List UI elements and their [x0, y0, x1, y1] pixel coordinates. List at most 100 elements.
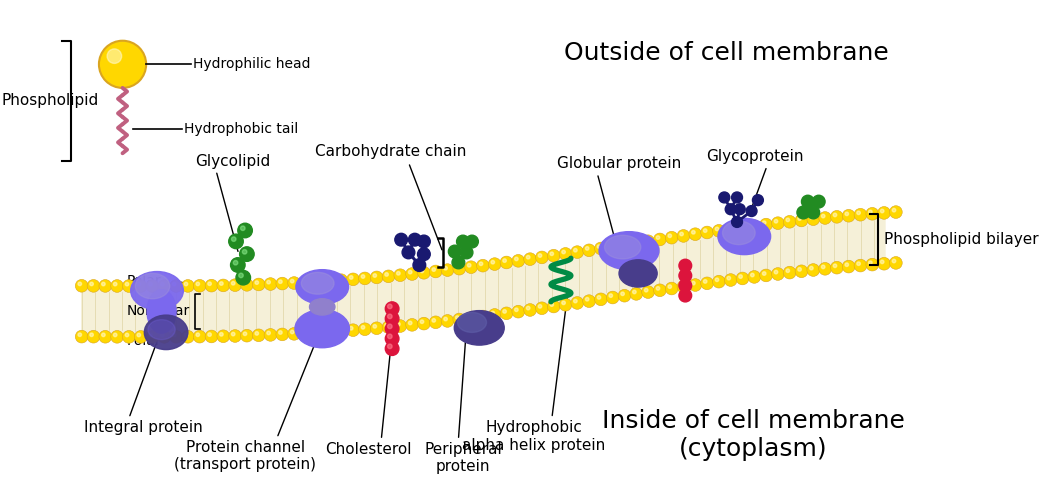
- Circle shape: [464, 312, 477, 324]
- Circle shape: [689, 228, 702, 240]
- Circle shape: [772, 217, 784, 230]
- Circle shape: [194, 280, 206, 292]
- Circle shape: [456, 265, 459, 268]
- Circle shape: [385, 322, 399, 336]
- Circle shape: [536, 251, 548, 264]
- Circle shape: [748, 270, 760, 283]
- Circle shape: [241, 330, 253, 342]
- Circle shape: [349, 276, 353, 279]
- Circle shape: [75, 280, 88, 292]
- Circle shape: [173, 282, 176, 286]
- Circle shape: [244, 281, 247, 284]
- Circle shape: [751, 222, 754, 226]
- Circle shape: [783, 266, 796, 279]
- Circle shape: [774, 220, 778, 223]
- Circle shape: [748, 220, 760, 232]
- Circle shape: [99, 40, 146, 88]
- Circle shape: [759, 269, 772, 282]
- Circle shape: [831, 262, 843, 274]
- Circle shape: [679, 289, 691, 302]
- Circle shape: [370, 322, 383, 334]
- Circle shape: [134, 330, 147, 344]
- Text: Glycoprotein: Glycoprotein: [706, 149, 804, 164]
- Text: Hydrophobic
alpha helix protein: Hydrophobic alpha helix protein: [462, 420, 606, 452]
- Circle shape: [338, 276, 341, 280]
- Circle shape: [359, 272, 371, 285]
- Text: Nonpolar: Nonpolar: [127, 304, 190, 318]
- Circle shape: [736, 222, 749, 234]
- Circle shape: [396, 322, 401, 326]
- Circle shape: [701, 277, 713, 289]
- Text: Phospholipid bilayer: Phospholipid bilayer: [884, 232, 1039, 247]
- Circle shape: [892, 259, 895, 263]
- Circle shape: [101, 333, 106, 336]
- Circle shape: [299, 276, 313, 289]
- Circle shape: [821, 265, 825, 268]
- Circle shape: [701, 226, 713, 239]
- Circle shape: [278, 330, 282, 334]
- Circle shape: [712, 276, 725, 288]
- Ellipse shape: [295, 310, 349, 348]
- Circle shape: [323, 326, 336, 338]
- Circle shape: [795, 265, 808, 278]
- Circle shape: [346, 273, 360, 285]
- Circle shape: [724, 223, 737, 235]
- Circle shape: [169, 280, 182, 292]
- Ellipse shape: [723, 221, 755, 244]
- Circle shape: [668, 285, 672, 288]
- Circle shape: [122, 280, 135, 292]
- Circle shape: [834, 213, 837, 216]
- Circle shape: [689, 278, 702, 291]
- Circle shape: [314, 278, 318, 281]
- Circle shape: [607, 291, 619, 304]
- Circle shape: [680, 232, 683, 236]
- Circle shape: [137, 282, 140, 286]
- Text: Inside of cell membrane
(cytoplasm): Inside of cell membrane (cytoplasm): [601, 409, 905, 461]
- Circle shape: [382, 321, 394, 334]
- Circle shape: [562, 301, 565, 304]
- Circle shape: [278, 280, 282, 283]
- Circle shape: [524, 304, 537, 316]
- Circle shape: [491, 311, 495, 315]
- Circle shape: [731, 216, 743, 228]
- Ellipse shape: [296, 270, 348, 304]
- Circle shape: [607, 240, 619, 253]
- Circle shape: [503, 310, 506, 313]
- Circle shape: [101, 282, 106, 286]
- Circle shape: [630, 288, 642, 300]
- Circle shape: [642, 286, 655, 298]
- Circle shape: [217, 279, 230, 292]
- Circle shape: [346, 324, 360, 336]
- Circle shape: [801, 196, 814, 208]
- Circle shape: [810, 266, 813, 270]
- Circle shape: [547, 300, 560, 313]
- Circle shape: [511, 306, 525, 318]
- Circle shape: [550, 252, 553, 256]
- Circle shape: [149, 282, 153, 286]
- Circle shape: [184, 282, 188, 286]
- Circle shape: [361, 274, 365, 278]
- Circle shape: [763, 272, 766, 276]
- Circle shape: [560, 298, 572, 311]
- Circle shape: [881, 209, 884, 213]
- Circle shape: [715, 227, 719, 230]
- Circle shape: [889, 206, 903, 218]
- Circle shape: [359, 323, 371, 336]
- Circle shape: [746, 206, 757, 216]
- Circle shape: [314, 329, 318, 332]
- Circle shape: [562, 250, 565, 254]
- Circle shape: [727, 226, 730, 229]
- Circle shape: [477, 260, 490, 272]
- Circle shape: [855, 208, 867, 221]
- Circle shape: [586, 298, 589, 301]
- Text: Glycolipid: Glycolipid: [196, 154, 271, 168]
- Circle shape: [149, 333, 153, 337]
- Circle shape: [385, 324, 388, 327]
- Ellipse shape: [605, 236, 641, 259]
- Circle shape: [654, 284, 666, 296]
- Circle shape: [620, 292, 624, 296]
- Circle shape: [137, 333, 140, 337]
- Circle shape: [806, 213, 820, 226]
- Ellipse shape: [454, 310, 504, 345]
- Circle shape: [75, 330, 88, 343]
